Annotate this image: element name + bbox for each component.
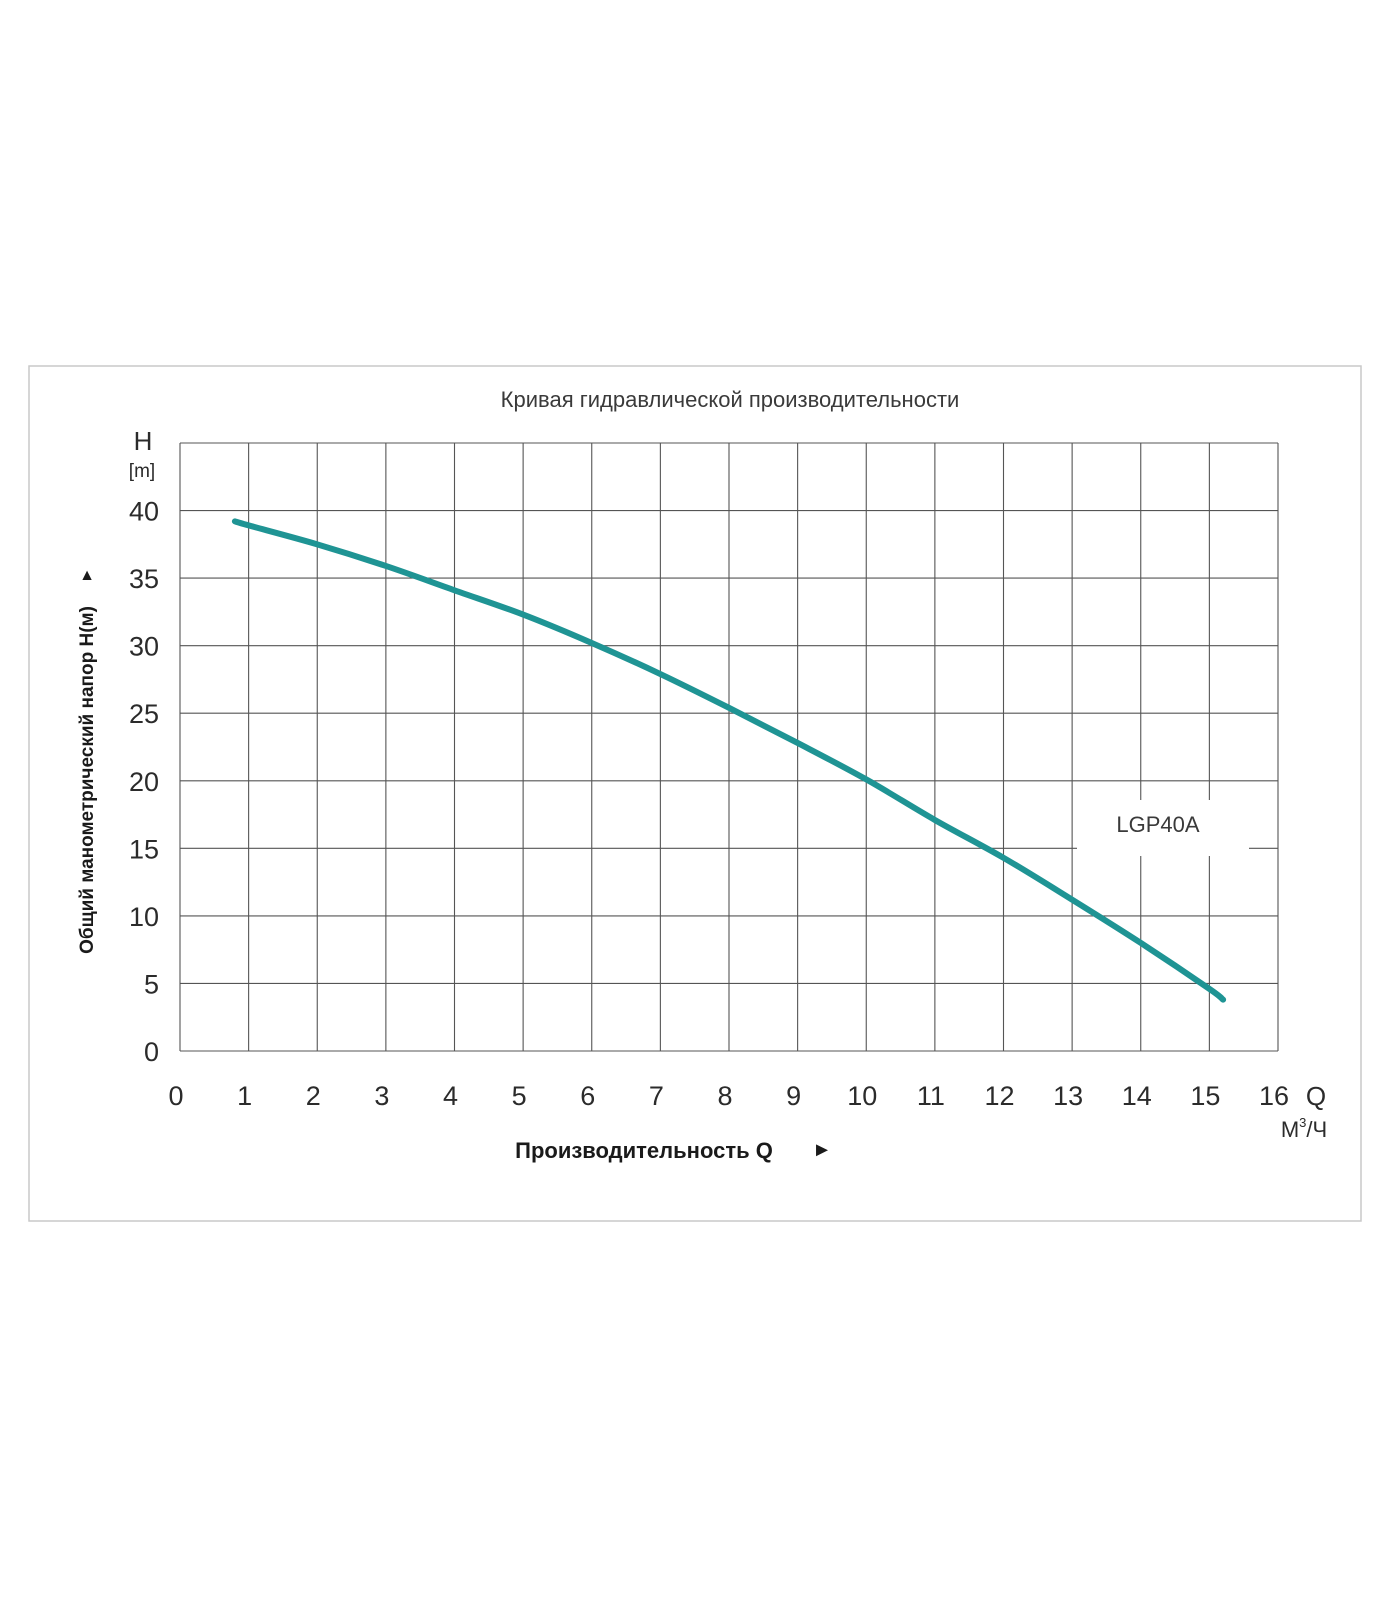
y-axis-unit: [m] <box>129 461 155 482</box>
x-axis-symbol: Q <box>1306 1081 1326 1111</box>
y-tick-label: 35 <box>129 564 159 594</box>
x-tick-label: 8 <box>717 1081 732 1111</box>
series-label-background <box>1077 800 1249 856</box>
x-axis-arrow: ► <box>812 1139 832 1161</box>
y-tick-label: 10 <box>129 902 159 932</box>
x-axis-unit-base: М <box>1281 1117 1299 1142</box>
y-tick-label: 20 <box>129 767 159 797</box>
x-tick-label: 12 <box>984 1081 1014 1111</box>
x-tick-label: 11 <box>917 1081 945 1111</box>
x-axis-unit: М3/Ч <box>1281 1115 1327 1142</box>
x-axis-unit-sup: 3 <box>1299 1115 1306 1130</box>
y-axis-arrow: ▲ <box>79 567 95 584</box>
y-axis-symbol: H <box>134 426 153 456</box>
y-tick-label: 25 <box>129 699 159 729</box>
x-tick-label: 13 <box>1053 1081 1083 1111</box>
x-tick-label: 5 <box>512 1081 527 1111</box>
y-tick-label: 5 <box>144 969 159 999</box>
y-tick-label: 40 <box>129 497 159 527</box>
y-tick-label: 30 <box>129 632 159 662</box>
y-axis-title: Общий манометрический напор Н(м) <box>77 606 98 954</box>
y-tick-labels: 0 5 10 15 20 25 30 35 40 <box>129 497 159 1067</box>
x-tick-label: 16 <box>1259 1081 1289 1111</box>
chart-border <box>28 365 1362 1222</box>
series-line-lgp40a <box>231 518 1227 1003</box>
x-tick-label: 9 <box>786 1081 801 1111</box>
chart-title: Кривая гидравлической производительности <box>501 387 960 412</box>
x-tick-label: 7 <box>649 1081 664 1111</box>
series-label-lgp40a: LGP40A <box>1116 812 1199 837</box>
x-tick-label: 0 <box>168 1081 183 1111</box>
x-tick-label: 14 <box>1122 1081 1152 1111</box>
x-axis-title: Производительность Q <box>515 1138 773 1163</box>
x-tick-label: 3 <box>374 1081 389 1111</box>
x-tick-label: 4 <box>443 1081 458 1111</box>
x-tick-label: 1 <box>237 1081 252 1111</box>
grid <box>179 442 1279 1052</box>
x-tick-label: 10 <box>847 1081 877 1111</box>
y-tick-label: 15 <box>129 834 159 864</box>
x-tick-label: 6 <box>580 1081 595 1111</box>
x-tick-label: 2 <box>306 1081 321 1111</box>
x-tick-label: 15 <box>1190 1081 1220 1111</box>
x-tick-labels: 0 1 2 3 4 5 6 7 8 9 10 11 12 13 14 15 16 <box>168 1081 1289 1111</box>
x-axis-unit-tail: /Ч <box>1306 1117 1327 1142</box>
y-tick-label: 0 <box>144 1037 159 1067</box>
